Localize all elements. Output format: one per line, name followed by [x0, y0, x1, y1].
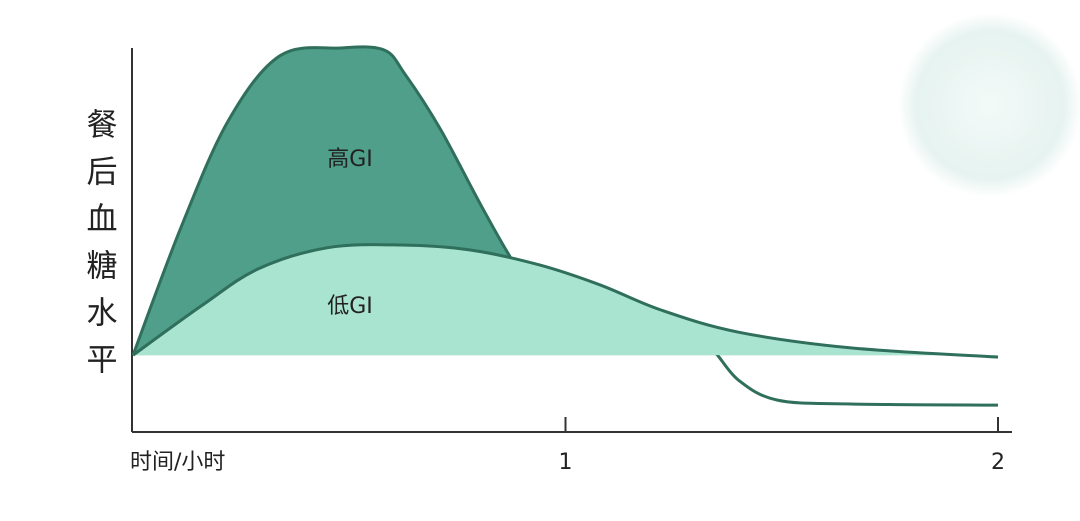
- y-axis-label: 餐后血糖水平: [81, 108, 118, 390]
- background-bubble: [898, 13, 1080, 197]
- area-fill: [133, 244, 998, 356]
- x-tick-label: 1: [559, 450, 573, 475]
- series-label: 高GI: [327, 147, 373, 172]
- x-axis-label: 时间/小时: [130, 450, 225, 475]
- x-tick-label: 2: [991, 450, 1005, 475]
- plot: 1 2 高GI 低GI: [131, 45, 1012, 475]
- series-label: 低GI: [327, 294, 373, 319]
- series-line: [132, 243, 999, 359]
